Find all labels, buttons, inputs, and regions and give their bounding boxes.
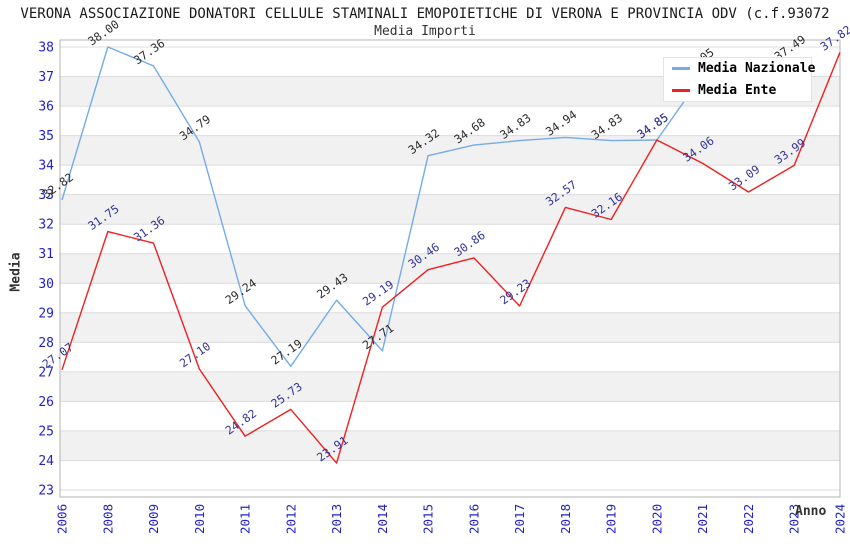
y-tick-label: 36: [38, 100, 54, 115]
x-tick: 2006: [55, 504, 70, 534]
x-tick-label: 2020: [649, 504, 664, 534]
x-tick: 2010: [192, 504, 207, 534]
y-axis-title: Media: [8, 252, 24, 292]
y-tick-label: 33: [38, 188, 54, 203]
x-tick-label: 2013: [329, 504, 344, 534]
x-tick: 2022: [741, 504, 756, 534]
x-tick: 2008: [100, 504, 115, 534]
grid-band: [60, 430, 840, 461]
legend-item-media-ente: Media Ente: [672, 83, 803, 98]
media-ente-line-swatch: [672, 89, 690, 92]
x-tick-label: 2011: [238, 504, 253, 534]
x-tick-label: 2018: [558, 504, 573, 534]
x-tick-label: 2022: [741, 504, 756, 534]
y-tick-label: 38: [38, 41, 54, 56]
x-tick-label: 2009: [146, 504, 161, 534]
legend: Media Nazionale Media Ente: [663, 57, 815, 102]
x-tick: 2020: [649, 504, 664, 534]
x-tick: 2023: [787, 504, 802, 534]
x-tick-label: 2024: [833, 504, 848, 534]
y-tick-label: 32: [38, 218, 54, 233]
media-nazionale-line-swatch: [672, 67, 690, 70]
x-tick-label: 2016: [466, 504, 481, 534]
y-tick-label: 34: [38, 159, 54, 174]
x-tick-label: 2010: [192, 504, 207, 534]
y-axis-ticks: 23 24 25 26 27 28 29 30 31 32 33 34 35 36 37 38: [38, 41, 54, 499]
x-tick: 2016: [466, 504, 481, 534]
plot-border: [59, 39, 841, 498]
x-tick: 2019: [604, 504, 619, 534]
x-tick: 2024: [833, 504, 848, 534]
x-tick: 2012: [283, 504, 298, 534]
series-line-media-nazionale: [61, 46, 795, 367]
y-tick-label: 27: [38, 365, 54, 380]
y-tick-label: 24: [38, 454, 54, 469]
x-tick-label: 2019: [604, 504, 619, 534]
grid-bands: [60, 76, 840, 461]
legend-label-media-nazionale: Media Nazionale: [698, 61, 816, 76]
series-line-media-ente: [61, 52, 841, 464]
x-tick: 2014: [375, 504, 390, 534]
x-tick-label: 2012: [283, 504, 298, 534]
y-tick-label: 29: [38, 306, 54, 321]
x-tick-label: 2014: [375, 504, 390, 534]
x-tick-label: 2017: [512, 504, 527, 534]
y-tick-label: 28: [38, 336, 54, 351]
x-axis-ticks: 2006 2008 2009 2010 2011 2012 2013 2014 2015 2016…: [55, 504, 848, 534]
grid-band: [60, 371, 840, 402]
x-tick: 2009: [146, 504, 161, 534]
gridlines: [60, 46, 840, 491]
x-tick-label: 2015: [421, 504, 436, 534]
x-tick-label: 2021: [695, 504, 710, 534]
y-tick-label: 26: [38, 395, 54, 410]
x-tick: 2011: [238, 504, 253, 534]
x-tick: 2017: [512, 504, 527, 534]
y-tick-label: 31: [38, 247, 54, 262]
y-tick-label: 35: [38, 129, 54, 144]
chart-subtitle: Media Importi: [374, 24, 476, 39]
grid-band: [60, 253, 840, 284]
grid-band: [60, 194, 840, 225]
y-tick-label: 37: [38, 70, 54, 85]
grid-band: [60, 312, 840, 343]
legend-item-media-nazionale: Media Nazionale: [672, 61, 815, 76]
y-tick-label: 30: [38, 277, 54, 292]
x-tick: 2021: [695, 504, 710, 534]
legend-label-media-ente: Media Ente: [698, 83, 777, 98]
x-axis-title: Anno: [795, 504, 827, 519]
y-tick-label: 23: [38, 484, 54, 499]
page-title: VERONA ASSOCIAZIONE DONATORI CELLULE STA…: [20, 6, 830, 22]
x-tick-label: 2023: [787, 504, 802, 534]
x-tick: 2015: [421, 504, 436, 534]
y-tick-label: 25: [38, 424, 54, 439]
x-tick: 2013: [329, 504, 344, 534]
x-tick-label: 2006: [55, 504, 70, 534]
x-tick: 2018: [558, 504, 573, 534]
x-tick-label: 2008: [100, 504, 115, 534]
